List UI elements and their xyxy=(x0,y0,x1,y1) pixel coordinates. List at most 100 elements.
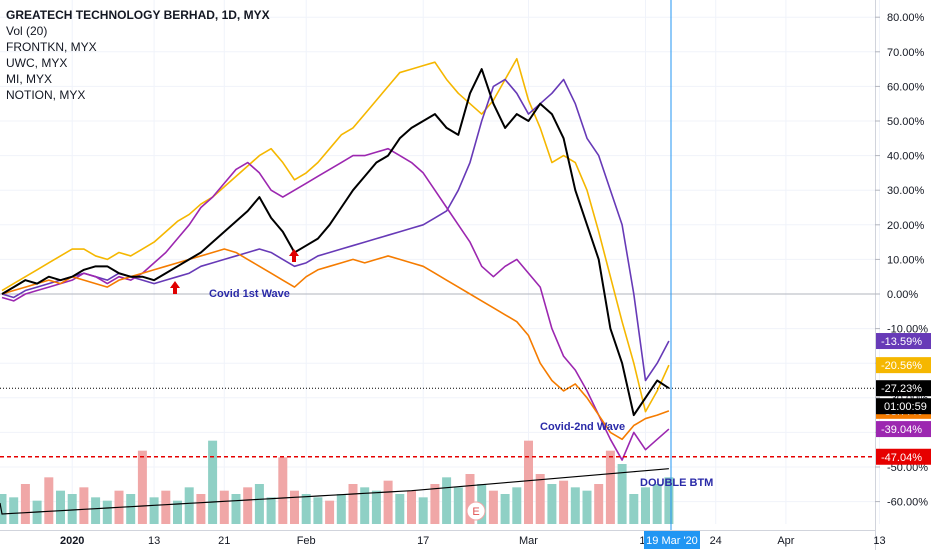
legend-uwc: UWC, MYX xyxy=(6,56,68,70)
volume-bar xyxy=(465,474,475,524)
x-tick-label: Apr xyxy=(777,535,794,547)
y-tick-label: 0.00% xyxy=(887,289,918,301)
last-value-badge xyxy=(876,421,931,438)
y-tick-label: 50.00% xyxy=(887,116,925,128)
volume-bar xyxy=(512,487,522,524)
volume-bar xyxy=(488,490,498,524)
volume-bar xyxy=(0,494,7,524)
grid xyxy=(0,0,880,524)
last-value-label: -20.56% xyxy=(881,360,922,372)
arrow-up-icon xyxy=(170,281,180,294)
volume-bar xyxy=(453,487,463,524)
y-tick-label: -60.00% xyxy=(887,497,928,509)
legend-frontkn: FRONTKN, MYX xyxy=(6,40,97,54)
volume-ma-line xyxy=(0,468,669,515)
volume-bar xyxy=(79,487,89,524)
legend-title: GREATECH TECHNOLOGY BERHAD, 1D, MYX xyxy=(6,8,270,22)
countdown-label: 01:00:59 xyxy=(884,401,927,413)
y-tick-label: 70.00% xyxy=(887,47,925,59)
volume-bar xyxy=(254,484,264,524)
crosshair-date-label: 19 Mar '20 xyxy=(646,535,698,547)
series-line-uwc xyxy=(1,78,670,382)
last-value-label: -13.59% xyxy=(881,336,922,348)
volume-bar xyxy=(91,497,101,524)
volume-bar xyxy=(629,494,639,524)
x-tick-label: 13 xyxy=(148,535,160,547)
volume-bar xyxy=(219,490,229,524)
volume-bar xyxy=(395,494,405,524)
series-lines xyxy=(1,57,670,461)
volume-bar xyxy=(290,490,299,524)
volume-bar xyxy=(102,500,112,524)
last-value-badge xyxy=(876,448,931,465)
volume-bar xyxy=(231,494,241,524)
volume-bar xyxy=(547,484,557,524)
volume-bar xyxy=(442,477,452,524)
volume-bar xyxy=(266,497,276,524)
series-line-greatech xyxy=(1,68,670,417)
last-value-badge xyxy=(876,357,931,374)
volume-bar xyxy=(582,490,592,524)
legend-notion: NOTION, MYX xyxy=(6,88,86,102)
y-tick-label: 60.00% xyxy=(887,81,925,93)
volume-bar xyxy=(278,457,288,524)
volume-bar xyxy=(137,450,147,524)
volume-bar xyxy=(559,480,569,524)
earnings-marker-label: E xyxy=(472,506,479,518)
volume-bar xyxy=(535,474,545,524)
volume-bar xyxy=(196,494,206,524)
x-tick-label: 17 xyxy=(417,535,429,547)
volume-bar xyxy=(664,477,674,524)
arrow-up-icon xyxy=(289,249,299,262)
volume-bar xyxy=(641,487,650,524)
annotation-covid-second-wave: Covid-2nd Wave xyxy=(540,421,625,433)
volume-bar xyxy=(173,500,182,524)
volume-bar xyxy=(243,487,253,524)
volume-bars xyxy=(0,440,674,524)
volume-bar xyxy=(325,500,335,524)
y-tick-label: 80.00% xyxy=(887,12,925,24)
volume-bar xyxy=(9,497,19,524)
volume-bar xyxy=(617,464,627,524)
y-tick-label: 40.00% xyxy=(887,151,925,163)
volume-bar xyxy=(570,487,580,524)
earnings-marker-icon xyxy=(466,501,486,521)
last-value-label: -47.04% xyxy=(881,452,922,464)
last-value-label: -27.23% xyxy=(881,383,922,395)
x-tick-label: 21 xyxy=(218,535,230,547)
legend-volume: Vol (20) xyxy=(6,24,48,38)
series-line-frontkn xyxy=(1,57,670,413)
volume-bar xyxy=(383,480,393,524)
annotation-double-bottom: DOUBLE BTM xyxy=(640,477,713,489)
volume-bar xyxy=(126,494,136,524)
series-line-mi xyxy=(1,147,670,461)
x-tick-label: 24 xyxy=(710,535,722,547)
y-tick-label: -50.00% xyxy=(887,462,928,474)
volume-bar xyxy=(605,450,615,524)
volume-bar xyxy=(44,477,54,524)
volume-bar xyxy=(301,494,311,524)
volume-bar xyxy=(500,494,510,524)
volume-bar xyxy=(67,494,77,524)
last-value-badge xyxy=(876,380,931,397)
countdown-badge xyxy=(876,398,931,415)
volume-bar xyxy=(594,484,604,524)
y-tick-label: 10.00% xyxy=(887,254,925,266)
crosshair-date-badge xyxy=(644,531,700,549)
volume-bar xyxy=(208,440,218,524)
y-tick-label: 20.00% xyxy=(887,220,925,232)
legend: GREATECH TECHNOLOGY BERHAD, 1D, MYX Vol … xyxy=(6,7,270,103)
last-value-label: -39.04% xyxy=(881,424,922,436)
legend-mi: MI, MYX xyxy=(6,72,53,86)
volume-bar xyxy=(360,487,370,524)
volume-bar xyxy=(418,497,428,524)
volume-bar xyxy=(313,497,323,524)
x-tick-label: Feb xyxy=(297,535,316,547)
volume-bar xyxy=(184,487,194,524)
volume-bar xyxy=(430,484,440,524)
volume-bar xyxy=(524,440,533,524)
x-tick-label: 2020 xyxy=(60,535,84,547)
overlays: E xyxy=(0,0,875,530)
